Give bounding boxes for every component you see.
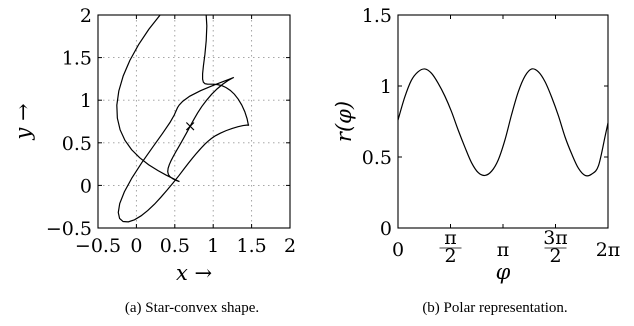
ytick-label-b-2: 1 <box>380 76 392 98</box>
plot-frame-a <box>97 14 291 229</box>
chart-star-convex-shape: × −0.5 0 0.5 1 1.5 2 −0.5 0 0.5 1 1.5 2 x → y → <box>11 5 296 285</box>
y-axis-label-a: y → <box>11 103 35 140</box>
star-convex-curve <box>116 15 250 223</box>
caption-a: (a) Star-convex shape. <box>124 300 260 316</box>
xtick-label-b-3: 3π <box>543 227 568 249</box>
ytick-label-a-5: 2 <box>80 5 92 27</box>
center-marker: × <box>184 117 197 135</box>
ytick-label-a-1: 0 <box>80 175 92 197</box>
ytick-label-b-3: 1.5 <box>362 5 392 27</box>
xtick-label-a-4: 1.5 <box>236 235 266 257</box>
ytick-label-a-0: −0.5 <box>46 218 92 240</box>
x-axis-label-b: φ <box>496 260 511 284</box>
xtick-label-a-1: 0 <box>130 235 142 257</box>
xtick-label-a-5: 2 <box>284 235 296 257</box>
xtick-label-b-0: 0 <box>392 239 404 261</box>
plot-frame-b <box>397 14 609 229</box>
ytick-label-a-3: 1 <box>80 90 92 112</box>
xtick-label-b-3-den: 2 <box>549 245 561 267</box>
xtick-label-a-3: 1 <box>207 235 219 257</box>
xtick-label-b-1-den: 2 <box>444 245 456 267</box>
ytick-label-b-1: 0.5 <box>362 147 392 169</box>
y-axis-label-b: r(φ) <box>332 101 356 142</box>
ytick-label-b-0: 0 <box>380 218 392 240</box>
xtick-label-b-1: π <box>444 227 457 249</box>
xtick-label-b-2: π <box>497 239 510 261</box>
radius-curve <box>397 68 609 177</box>
xtick-label-a-0: −0.5 <box>75 235 121 257</box>
ytick-label-a-4: 1.5 <box>62 48 92 70</box>
x-axis-label-a: x → <box>176 261 212 285</box>
ytick-label-a-2: 0.5 <box>62 133 92 155</box>
xtick-label-b-4: 2π <box>596 239 621 261</box>
xtick-label-a-2: 0.5 <box>160 235 190 257</box>
caption-b: (b) Polar representation. <box>422 300 568 316</box>
